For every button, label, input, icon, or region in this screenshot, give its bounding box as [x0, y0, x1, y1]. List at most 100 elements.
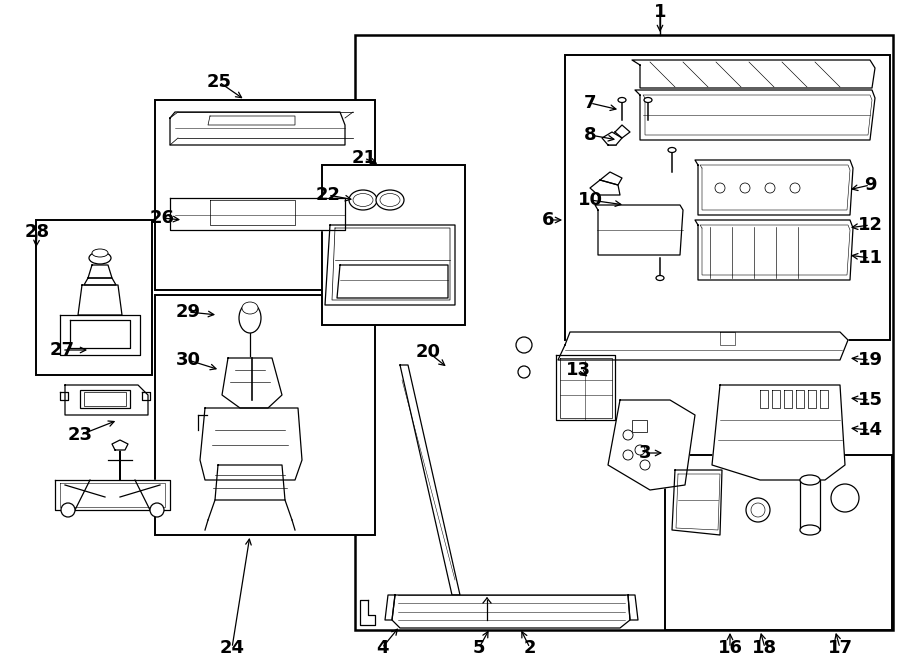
Polygon shape [676, 474, 720, 530]
Polygon shape [700, 225, 850, 275]
Circle shape [831, 484, 859, 512]
Bar [355, 35, 893, 630]
Polygon shape [720, 332, 735, 345]
Polygon shape [170, 112, 345, 145]
Text: 3: 3 [639, 444, 652, 462]
Text: 29: 29 [176, 303, 201, 321]
Text: 23: 23 [68, 426, 93, 444]
Circle shape [790, 183, 800, 193]
Circle shape [640, 460, 650, 470]
Text: 25: 25 [206, 73, 231, 91]
Circle shape [61, 503, 75, 517]
Bar [565, 55, 890, 340]
Text: 28: 28 [24, 223, 50, 241]
Circle shape [740, 183, 750, 193]
Polygon shape [602, 132, 622, 145]
Polygon shape [70, 320, 130, 348]
Bar [155, 100, 375, 290]
Polygon shape [560, 358, 612, 418]
Ellipse shape [668, 147, 676, 153]
Text: 22: 22 [316, 186, 340, 204]
Text: 14: 14 [858, 421, 883, 439]
Text: 30: 30 [176, 351, 201, 369]
Polygon shape [210, 200, 295, 225]
Polygon shape [78, 285, 122, 315]
Circle shape [516, 337, 532, 353]
Circle shape [765, 183, 775, 193]
Polygon shape [325, 225, 455, 305]
Polygon shape [820, 390, 828, 408]
Polygon shape [200, 408, 302, 480]
Polygon shape [700, 165, 850, 210]
Polygon shape [760, 390, 768, 408]
Text: 12: 12 [858, 216, 883, 234]
Circle shape [150, 503, 164, 517]
Ellipse shape [89, 252, 111, 264]
Polygon shape [208, 116, 295, 125]
Text: 27: 27 [50, 341, 75, 359]
Circle shape [715, 183, 725, 193]
Polygon shape [112, 440, 128, 450]
Text: 10: 10 [578, 191, 602, 209]
Bar [322, 165, 465, 325]
Polygon shape [695, 160, 853, 215]
Polygon shape [558, 332, 848, 360]
Polygon shape [65, 385, 148, 415]
Bar [84, 392, 126, 406]
Circle shape [635, 445, 645, 455]
Ellipse shape [242, 302, 258, 314]
Text: 13: 13 [565, 361, 590, 379]
Polygon shape [808, 390, 816, 408]
Circle shape [751, 503, 765, 517]
Text: 24: 24 [220, 639, 245, 657]
Polygon shape [712, 385, 845, 480]
Text: 1: 1 [653, 3, 666, 21]
Ellipse shape [644, 98, 652, 102]
Bar [36, 220, 152, 375]
Ellipse shape [656, 276, 664, 280]
Polygon shape [55, 480, 170, 510]
Ellipse shape [800, 475, 820, 485]
Text: 16: 16 [717, 639, 742, 657]
Polygon shape [556, 355, 615, 420]
Polygon shape [400, 365, 460, 595]
Polygon shape [695, 220, 853, 280]
Polygon shape [332, 228, 450, 300]
Text: 5: 5 [472, 639, 485, 657]
Polygon shape [337, 265, 448, 298]
Bar [155, 295, 375, 535]
Ellipse shape [376, 190, 404, 210]
Text: 19: 19 [858, 351, 883, 369]
Polygon shape [392, 595, 630, 628]
Text: 17: 17 [827, 639, 852, 657]
Polygon shape [608, 400, 695, 490]
Bar [632, 420, 647, 432]
Polygon shape [595, 205, 683, 255]
Circle shape [518, 366, 530, 378]
Text: 7: 7 [584, 94, 596, 112]
Text: 8: 8 [584, 126, 597, 144]
Polygon shape [635, 90, 875, 140]
Bar [80, 390, 130, 408]
Polygon shape [632, 60, 875, 88]
Polygon shape [84, 278, 116, 285]
Text: 15: 15 [858, 391, 883, 409]
Text: 26: 26 [149, 209, 175, 227]
Polygon shape [142, 392, 150, 400]
Ellipse shape [800, 525, 820, 535]
Text: 18: 18 [752, 639, 778, 657]
Polygon shape [800, 480, 820, 530]
Text: 9: 9 [864, 176, 877, 194]
Ellipse shape [239, 303, 261, 333]
Ellipse shape [349, 190, 377, 210]
Circle shape [746, 498, 770, 522]
Ellipse shape [380, 194, 400, 206]
Polygon shape [784, 390, 792, 408]
Ellipse shape [618, 98, 626, 102]
Circle shape [623, 430, 633, 440]
Polygon shape [88, 265, 112, 278]
Polygon shape [385, 595, 395, 620]
Text: 21: 21 [352, 149, 376, 167]
Polygon shape [643, 95, 872, 135]
Polygon shape [215, 465, 285, 500]
